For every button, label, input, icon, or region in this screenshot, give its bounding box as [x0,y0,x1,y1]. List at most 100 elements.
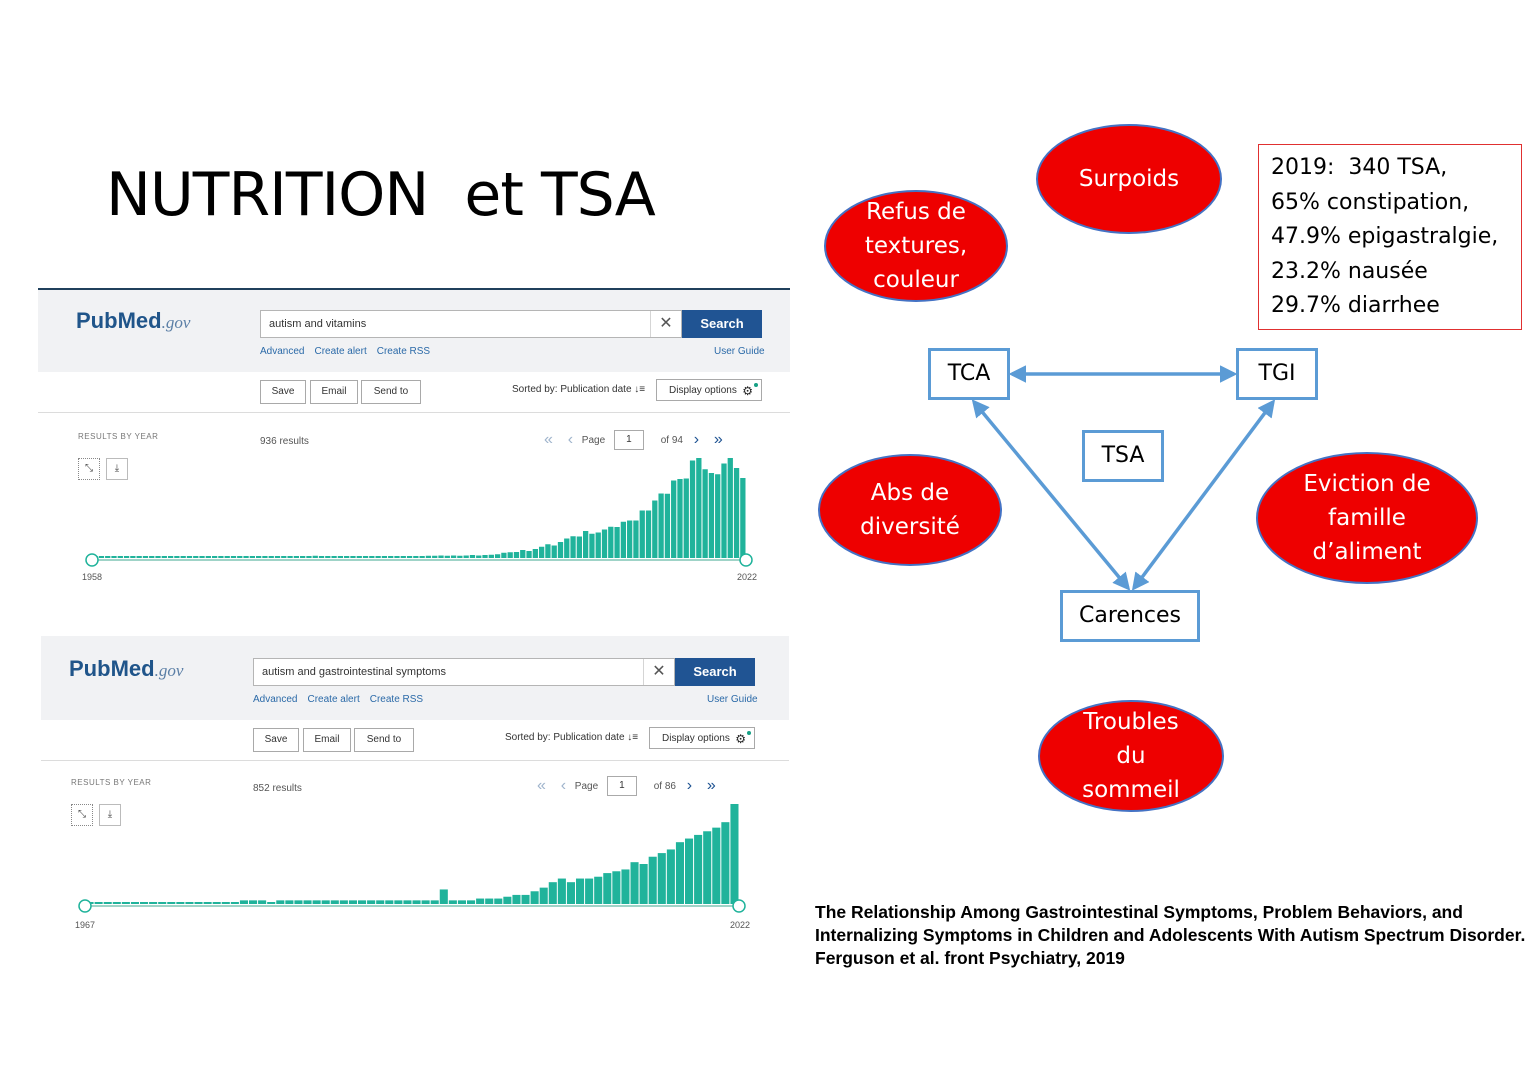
histogram-bar [485,898,494,904]
search-button[interactable]: Search [675,658,755,686]
collapse-icon[interactable]: ⤡ [71,804,93,826]
create-rss-link[interactable]: Create RSS [369,694,424,705]
histogram-bar [450,555,457,558]
histogram-bar [180,556,186,558]
histogram-bar [117,556,123,558]
create-alert-link[interactable]: Create alert [307,694,360,705]
next-page-icon[interactable]: › [686,777,693,794]
histogram-bar [385,900,394,904]
histogram-bar [294,900,303,904]
ellipse-refus-text: Refus de textures, couleur [864,199,968,293]
histogram-bar [576,536,582,558]
histogram-bar [530,891,539,904]
send-to-button[interactable]: Send to [354,728,414,752]
histogram-bar [123,556,130,558]
range-handle-start [85,553,99,567]
page-input[interactable]: 1 [606,776,637,796]
pubmed-logo[interactable]: PubMed.gov [76,308,190,334]
create-alert-link[interactable]: Create alert [314,346,367,357]
prev-page-icon[interactable]: ‹ [560,777,567,794]
advanced-link[interactable]: Advanced [260,346,305,357]
histogram-bar [262,556,268,558]
page-of: of 86 [653,780,676,792]
save-button[interactable]: Save [260,380,306,404]
download-icon[interactable]: ⤓ [106,458,128,480]
send-to-button[interactable]: Send to [361,380,421,404]
search-button[interactable]: Search [682,310,762,338]
pagination: « ‹ Page 1 of 86 › » [537,776,716,796]
year-end: 2022 [730,920,751,930]
display-options-label: Display options [669,385,737,396]
collapse-icon[interactable]: ⤡ [78,458,100,480]
first-page-icon[interactable]: « [537,777,546,794]
histogram-bar [167,556,174,558]
prev-page-icon[interactable]: ‹ [567,431,574,448]
histogram-bar [325,556,331,558]
range-handle-end [739,553,753,567]
histogram-bar [689,460,696,558]
histogram-bar [421,900,430,904]
email-button[interactable]: Email [303,728,351,752]
histogram-bar [112,902,121,904]
user-guide-link[interactable]: User Guide [707,694,758,705]
ellipse-abs-diversite: Abs de diversité [818,454,1002,566]
histogram-bar [274,556,281,558]
logo-pub: Pub [76,308,118,333]
histogram-bar [394,556,400,558]
user-guide-link[interactable]: User Guide [714,346,765,357]
page-input[interactable]: 1 [613,430,644,450]
results-histogram[interactable] [85,458,754,568]
save-button[interactable]: Save [253,728,299,752]
histogram-bar [425,555,432,558]
histogram-bar [276,900,285,904]
histogram-bar [715,474,721,558]
histogram-bar [412,900,421,904]
histogram-bar [627,520,633,558]
clear-icon[interactable]: ✕ [650,311,681,337]
clear-icon[interactable]: ✕ [643,659,674,685]
search-input[interactable]: autism and gastrointestinal symptoms ✕ [253,658,675,686]
sort-selector[interactable]: Sorted by: Publication date ↓≡ [505,732,639,743]
histogram-bar [321,900,330,904]
histogram-bar [103,902,112,904]
histogram-bar [645,510,652,558]
histogram-bar [513,552,520,558]
citation: The Relationship Among Gastrointestinal … [815,902,1526,968]
ellipse-surpoids: Surpoids [1036,124,1222,234]
ellipse-troubles-sommeil: Troubles du sommeil [1038,700,1224,812]
pubmed-logo[interactable]: PubMed.gov [69,656,183,682]
histogram-bar [652,500,658,558]
histogram-bar [211,556,218,558]
email-button[interactable]: Email [310,380,358,404]
histogram-bar [186,556,193,558]
histogram-bar [376,900,385,904]
first-page-icon[interactable]: « [544,431,553,448]
histogram-bar [551,545,557,558]
results-histogram[interactable] [78,804,747,914]
histogram-bar [439,889,448,904]
page-of: of 94 [660,434,683,446]
histogram-bar [230,902,239,904]
histogram-bar [237,556,243,558]
histogram-bar [330,900,339,904]
stat-line: 29.7% diarrhee [1271,293,1440,318]
histogram-bar [476,898,485,904]
advanced-link[interactable]: Advanced [253,694,298,705]
histogram-bar [639,864,648,904]
histogram-bar [469,555,476,558]
histogram-bar [369,556,375,558]
display-options-button[interactable]: Display options ⚙ [656,379,762,401]
download-icon[interactable]: ⤓ [99,804,121,826]
search-input[interactable]: autism and vitamins ✕ [260,310,682,338]
last-page-icon[interactable]: » [706,777,716,794]
last-page-icon[interactable]: » [713,431,723,448]
histogram-bar [507,552,513,558]
histogram-bar [448,900,457,904]
histogram-bar [730,804,739,904]
slide-title: NUTRITION et TSA [106,160,656,230]
display-options-button[interactable]: Display options ⚙ [649,727,755,749]
sort-selector[interactable]: Sorted by: Publication date ↓≡ [512,384,646,395]
create-rss-link[interactable]: Create RSS [376,346,431,357]
histogram-bar [557,542,564,558]
next-page-icon[interactable]: › [693,431,700,448]
